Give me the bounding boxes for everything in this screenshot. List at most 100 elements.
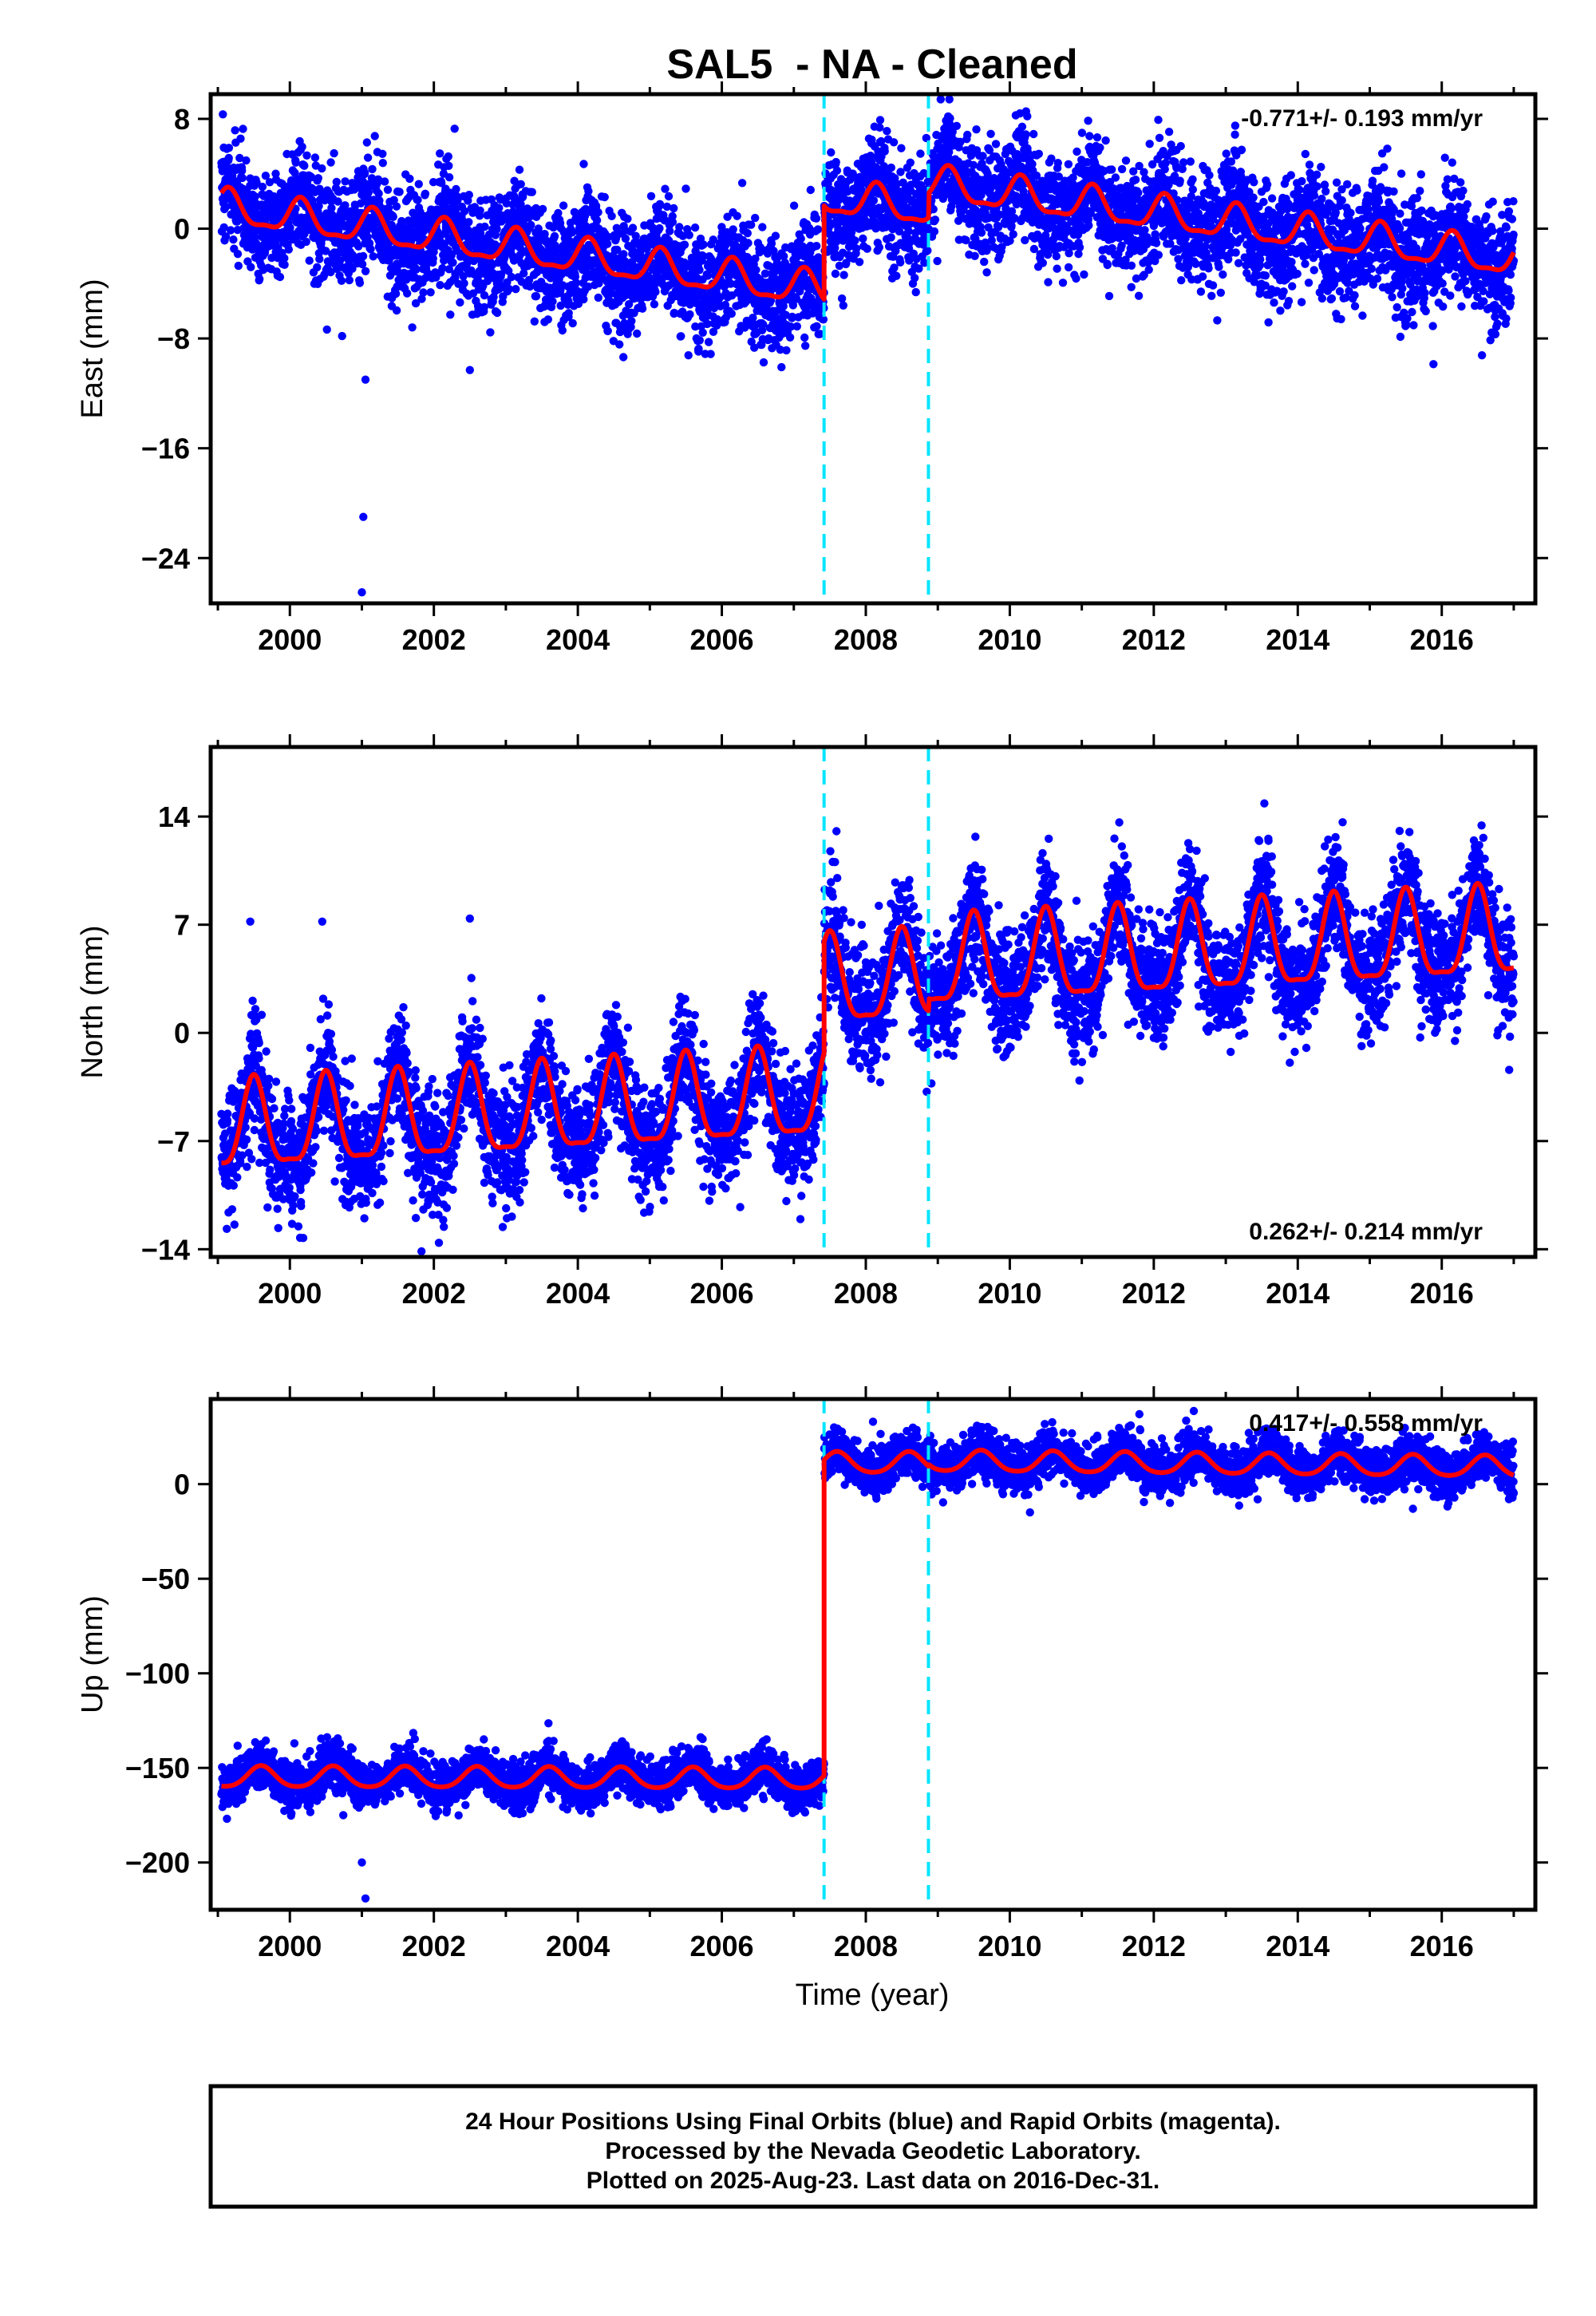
data-point [1053,264,1061,273]
data-point [286,223,294,232]
data-point [980,257,989,267]
data-point [801,342,810,350]
data-point [887,163,896,172]
data-point [628,223,638,232]
data-point [391,289,401,298]
data-point [1154,251,1163,259]
data-point [851,236,859,245]
data-point [392,306,401,315]
data-point [977,228,986,237]
data-point [1231,130,1239,139]
data-point [767,239,776,248]
data-point [384,204,393,212]
data-point [771,231,780,240]
data-point [531,292,541,301]
data-point [1053,159,1063,168]
data-points-east [217,95,1519,597]
data-point [1144,265,1153,275]
data-point [1198,272,1207,281]
data-point [530,317,539,326]
data-point [930,215,940,224]
data-point [515,165,524,174]
data-point [623,215,632,223]
data-point [733,211,741,220]
data-point [638,304,647,313]
data-point [1064,160,1073,168]
data-point [758,223,767,231]
data-point [991,140,1001,148]
data-point [690,223,700,232]
data-point [863,244,871,253]
data-point [392,202,401,211]
data-point [360,168,369,177]
data-point [405,174,414,184]
data-point [978,152,987,160]
data-point [1092,133,1102,142]
data-point [706,350,715,358]
data-point [666,227,674,235]
data-point [661,184,670,193]
data-point [1196,287,1206,296]
data-point [334,197,342,206]
data-point [1175,176,1184,185]
data-point [1072,274,1080,283]
data-point [550,231,559,241]
data-point [358,259,367,269]
data-point [495,204,504,212]
data-point [936,95,946,104]
data-point [239,124,247,133]
data-point [594,293,602,302]
data-point [1023,112,1032,121]
data-point [650,300,659,309]
data-point [619,353,628,362]
data-point [743,229,752,238]
data-point [1101,136,1110,145]
data-point [436,149,444,158]
data-point [1204,264,1213,273]
data-point [603,239,612,248]
data-point [986,129,995,138]
data-point [361,267,370,275]
data-point [1073,147,1081,156]
data-point [332,177,341,187]
chart-title: SAL5 - NA - Cleaned [666,41,1077,88]
data-point [892,271,901,280]
data-point [930,227,939,236]
data-point [290,168,299,177]
data-point [1064,263,1073,272]
data-point [655,223,664,233]
data-point [341,177,350,186]
data-point [1205,171,1214,180]
data-point [373,177,383,186]
data-point [326,158,335,167]
data-point [832,166,842,175]
data-point [1017,122,1027,131]
data-point [916,149,925,158]
data-point [1044,278,1053,287]
data-point [1164,128,1174,136]
data-point [378,159,387,168]
data-point [664,192,674,201]
data-point [1231,248,1240,257]
data-point [437,179,446,188]
data-point [855,258,864,267]
data-point [883,127,891,136]
data-point [1161,159,1170,168]
data-point [440,239,449,248]
data-point [444,152,452,161]
data-point [358,251,368,261]
data-point [452,184,460,194]
data-point [972,125,981,134]
data-point [413,196,422,204]
data-point [504,267,513,275]
data-point [670,204,678,213]
data-point [564,309,573,318]
data-point [698,328,707,337]
data-point [792,322,801,331]
data-point [327,204,336,212]
data-point [231,126,239,135]
data-point [1038,259,1048,267]
data-point [1140,226,1149,235]
data-point [1117,164,1127,174]
data-point [305,256,314,265]
